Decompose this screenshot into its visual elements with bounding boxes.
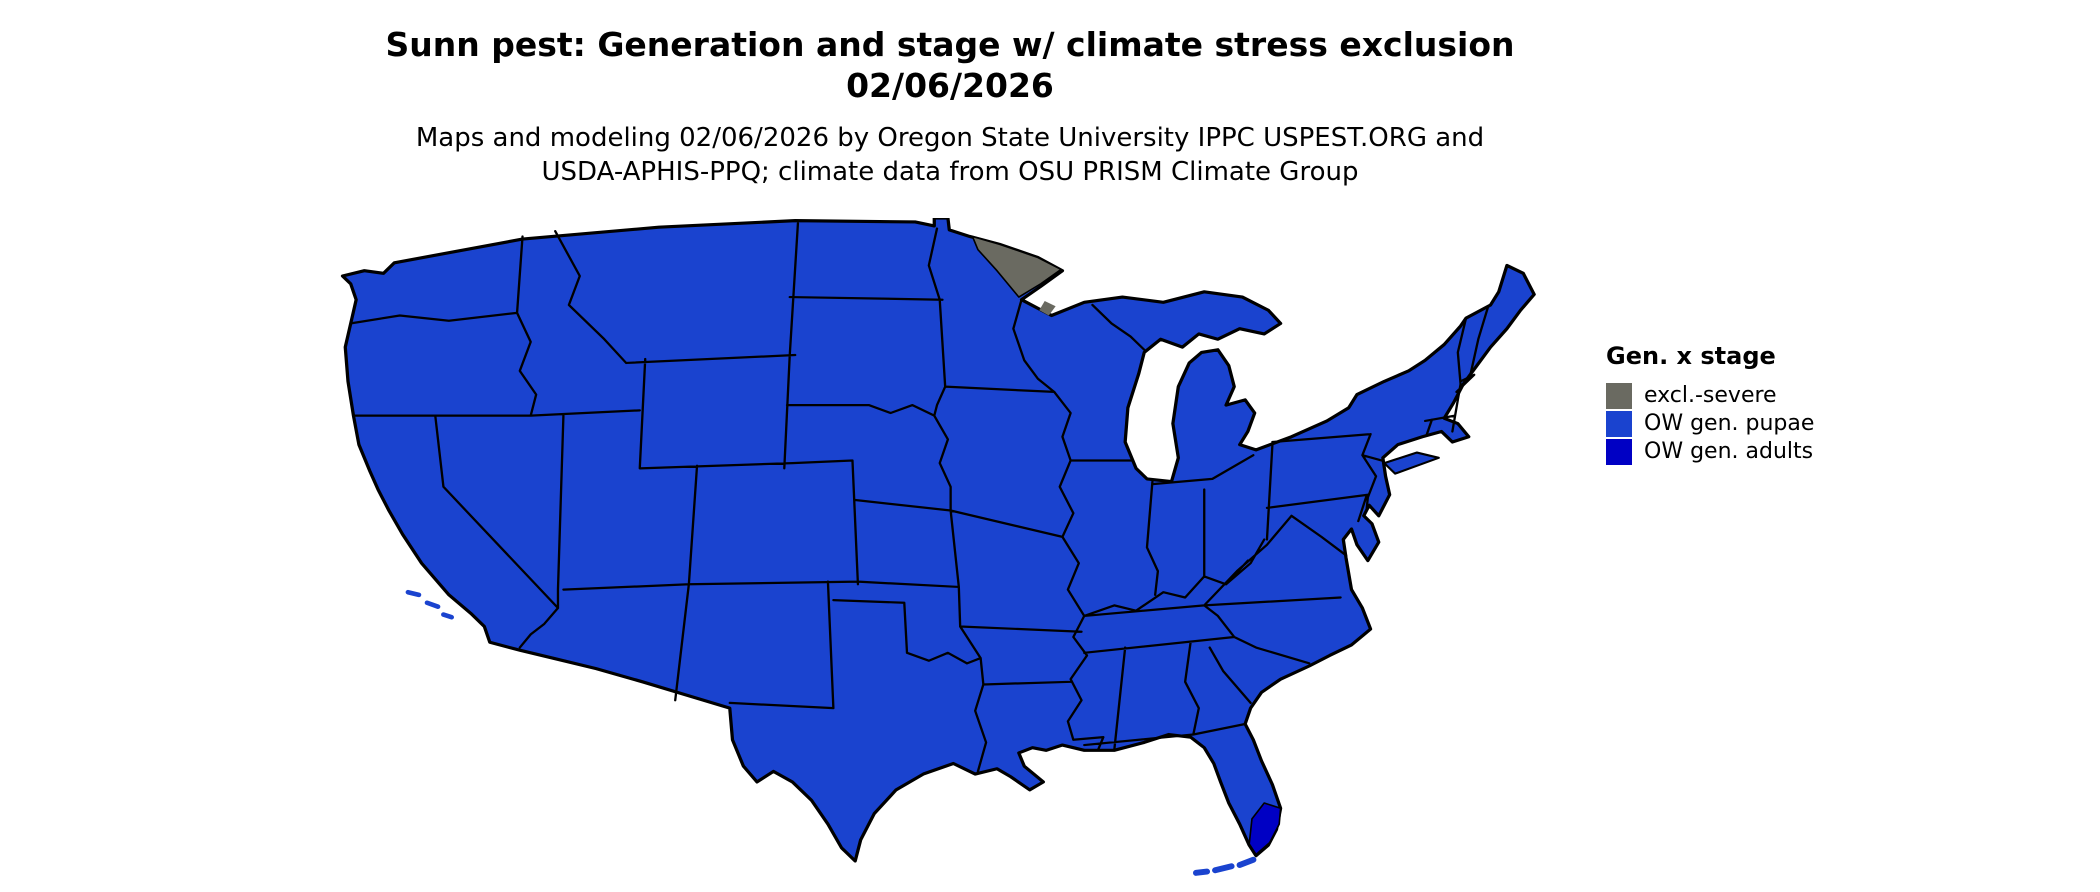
page-title: Sunn pest: Generation and stage w/ clima… [0,24,1900,107]
excl-severe-region-minnesota [971,235,1062,298]
legend-title: Gen. x stage [1606,342,1776,370]
legend-item-ow-pupae: OW gen. pupae [1606,410,1906,437]
florida-keys [1192,856,1257,876]
legend-item-excl-severe: excl.-severe [1606,382,1906,409]
conus-region [340,216,1536,863]
legend-item-ow-adults: OW gen. adults [1606,438,1906,465]
title-line-2: 02/06/2026 [846,66,1054,106]
legend-label-ow-pupae: OW gen. pupae [1644,411,1815,436]
us-map-svg [340,216,1536,876]
ow-pupae-swatch [1606,410,1632,437]
us-map [318,216,1586,890]
legend: Gen. x stage excl.-severe OW gen. pupae … [1606,342,1906,466]
page-subtitle: Maps and modeling 02/06/2026 by Oregon S… [0,122,1900,190]
excl-severe-swatch [1606,382,1632,409]
ow-adults-swatch [1606,438,1632,465]
title-line-1: Sunn pest: Generation and stage w/ clima… [385,25,1515,64]
excl-severe-speck-wisconsin [1039,301,1056,316]
subtitle-line-2: USDA-APHIS-PPQ; climate data from OSU PR… [541,156,1359,187]
long-island [1383,451,1440,475]
ow-adults-region-florida [1248,802,1282,856]
legend-label-ow-adults: OW gen. adults [1644,439,1814,464]
channel-islands [405,589,455,620]
legend-label-excl-severe: excl.-severe [1644,383,1777,408]
state-borders [349,222,1489,773]
subtitle-line-1: Maps and modeling 02/06/2026 by Oregon S… [415,123,1485,153]
